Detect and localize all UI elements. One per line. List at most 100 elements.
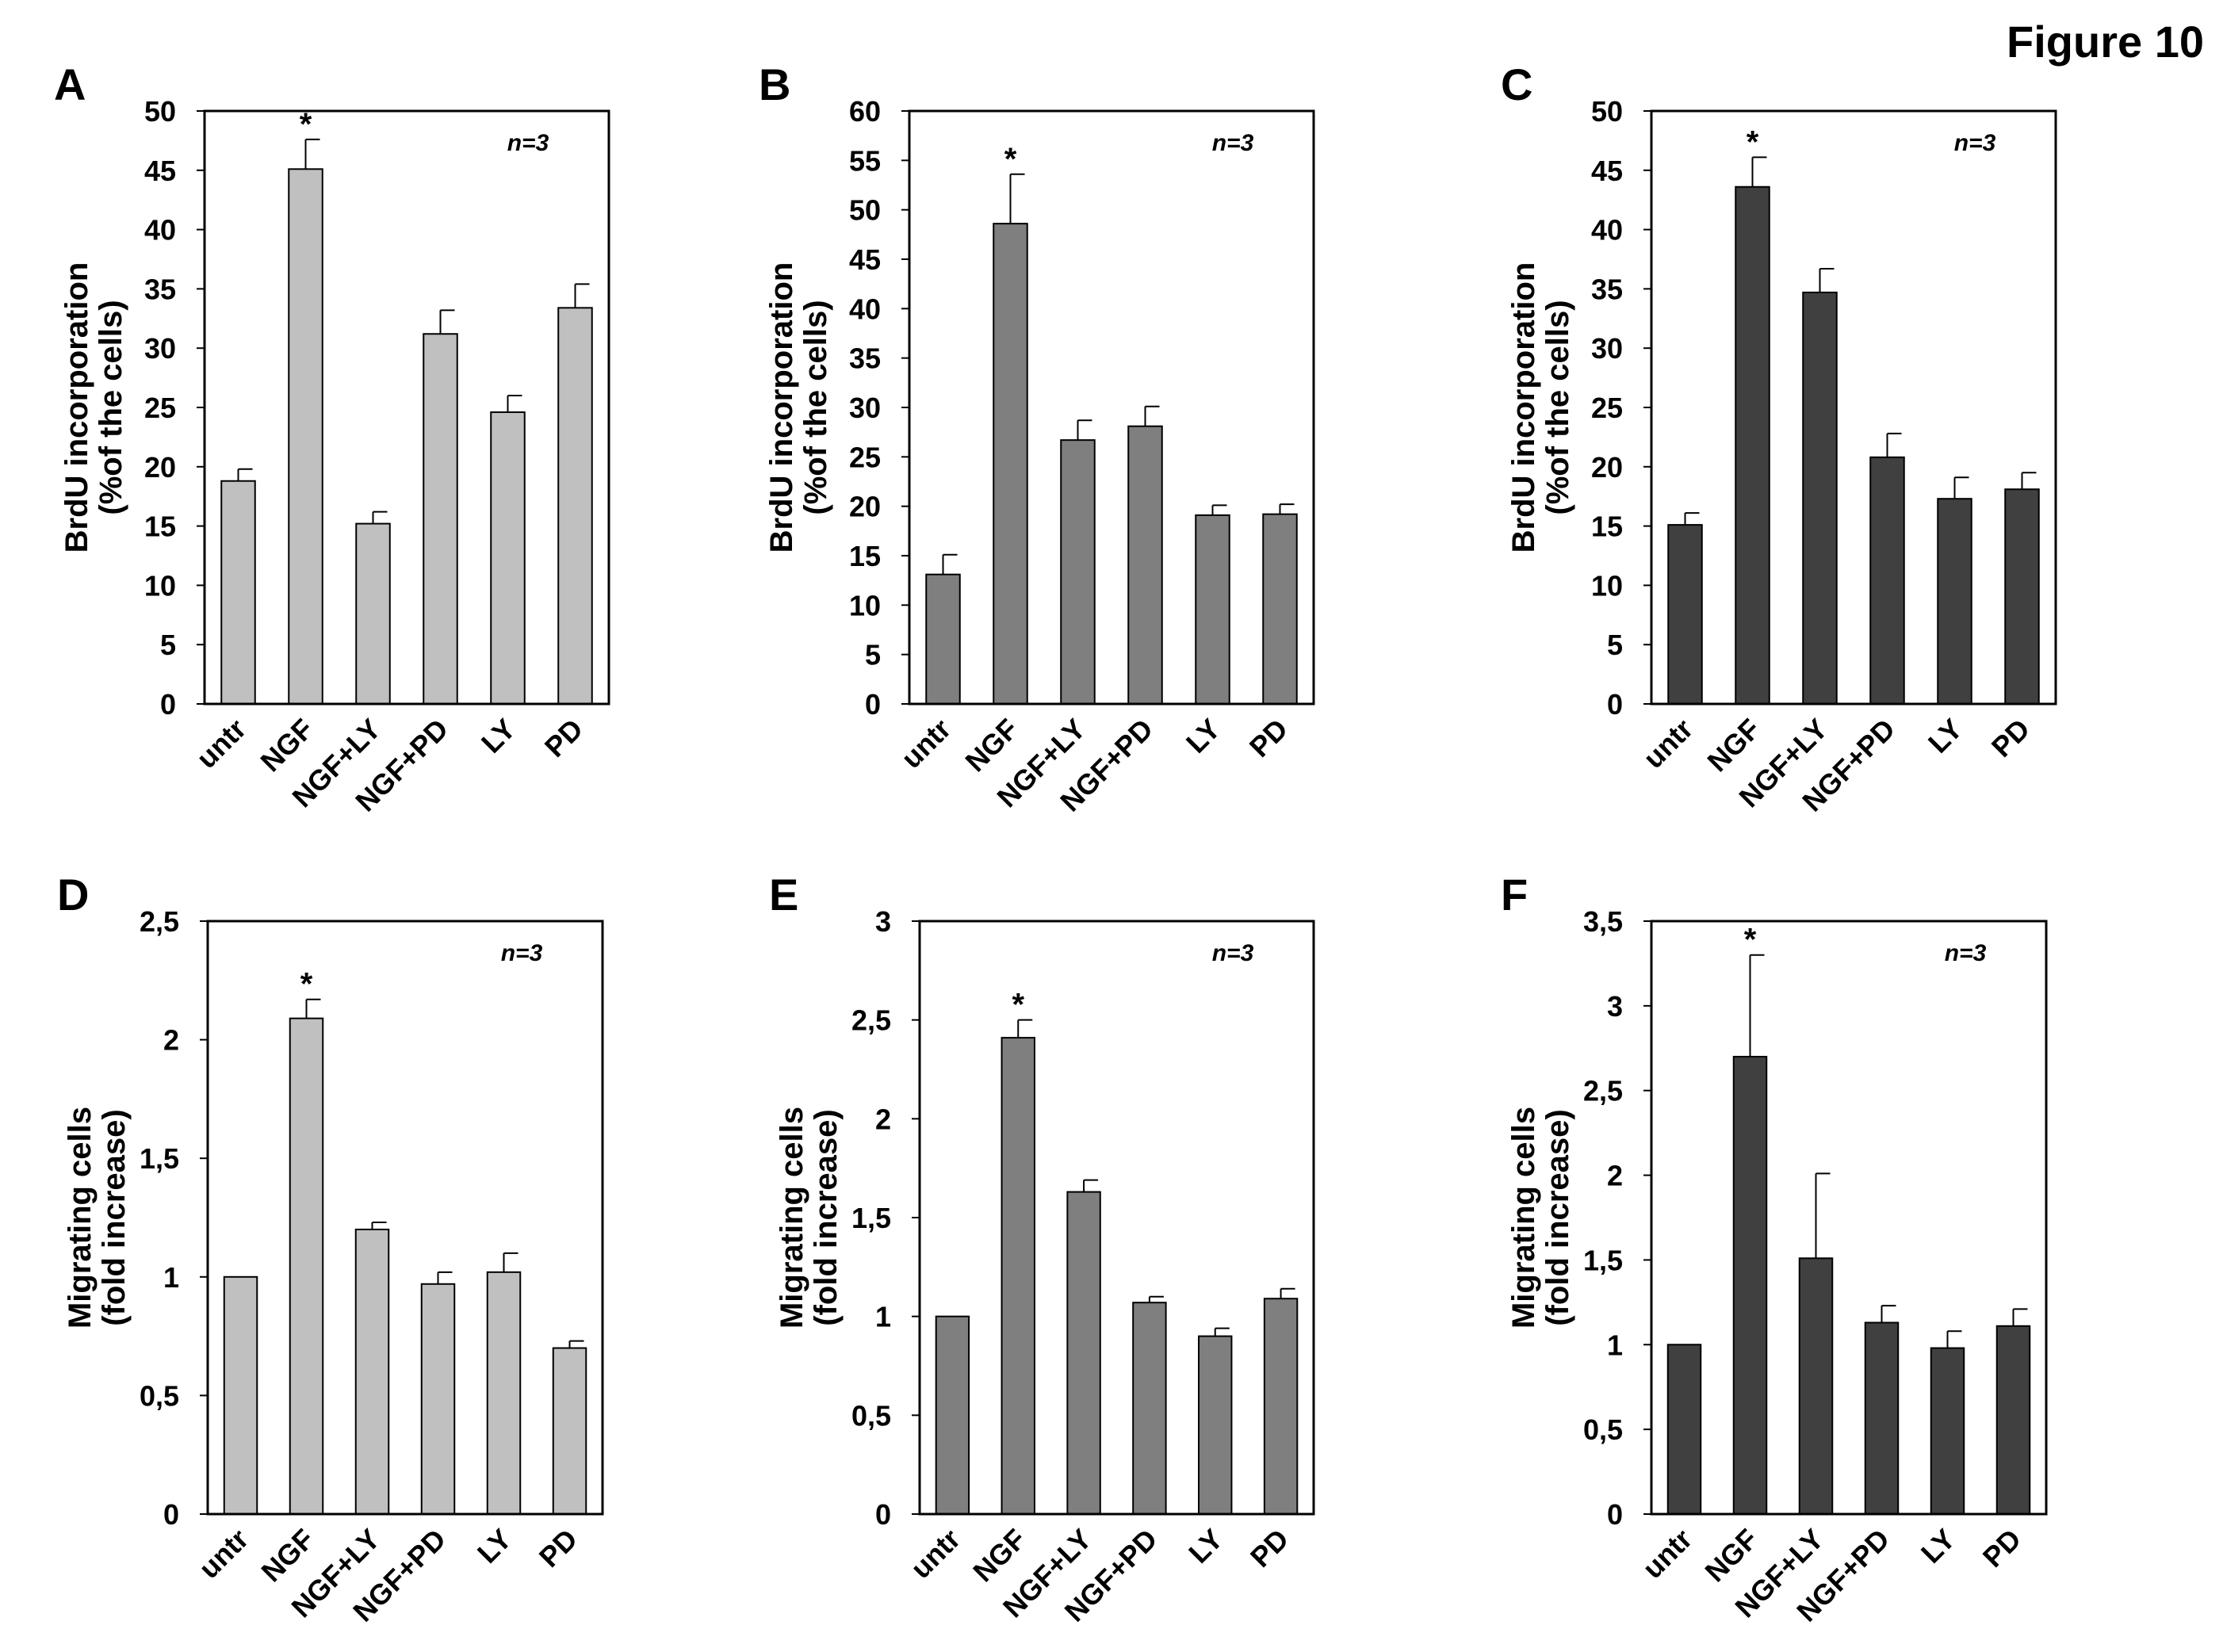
panel-e-xtick: untr [905,1523,966,1585]
panel-e-ytick: 0,5 [851,1399,891,1432]
panel-a-bar [220,480,256,705]
panel-c-ytick: 20 [1591,451,1623,484]
panel-f-bar [1930,1347,1965,1516]
panel-a-ytick: 15 [144,511,176,543]
panel-f-ytick: 2 [1607,1160,1623,1192]
panel-a-ytick: 5 [160,629,176,661]
panel-e-ylabel-line2: (fold increase) [809,1109,844,1325]
panel-a-ytick: 0 [160,688,176,721]
panel-e-letter: E [769,870,798,920]
panel-d-bar [486,1271,522,1516]
panel-b-xtick: untr [895,713,957,774]
panel-f-significance-marker: * [1744,923,1757,958]
panel-c-ytick: 5 [1607,629,1623,661]
panel-e-bar [1001,1037,1035,1515]
panel-b-bar [925,573,961,705]
panel-e-ylabel-line1: Migrating cells [775,1107,809,1329]
panel-f-ytick: 0,5 [1583,1413,1623,1446]
panel-c-bar [1802,291,1838,705]
panel-d-ytick: 2,5 [140,905,179,938]
panel-d-bar [420,1283,456,1515]
panel-b-significance-marker: * [1004,142,1017,177]
panel-d-ytick: 0,5 [140,1379,179,1412]
panel-a-ylabel-line2: (%of the cells) [94,300,128,514]
panel-b-ytick: 5 [865,639,881,671]
panel-a-ytick: 35 [144,273,176,305]
panel-c-ylabel-line2: (%of the cells) [1540,300,1575,514]
panel-e-bar [1132,1302,1167,1516]
panel-f-ytick: 3 [1607,990,1623,1023]
panel-c-ytick: 50 [1591,95,1623,128]
panel-c-xtick: LY [1922,713,1969,759]
panel-e-ytick: 1 [875,1301,891,1333]
panel-b-ytick: 40 [849,293,881,325]
panel-a-ytick: 50 [144,95,176,128]
panel-c-bar [1937,498,1972,706]
panel-a-bar [557,307,593,705]
panel-a-bar [490,411,526,705]
panel-e-significance-marker: * [1012,988,1024,1023]
panel-d-bar [223,1275,258,1516]
panel-d-ytick: 2 [163,1024,179,1057]
panel-f-bar [1864,1321,1900,1515]
panel-c-bar [1735,185,1770,705]
panel-e-bar [1263,1298,1299,1516]
panel-e-bar [1198,1335,1233,1515]
panel-a-ytick: 45 [144,155,176,187]
panel-c-xtick: untr [1637,713,1699,774]
panel-c-ytick: 35 [1591,273,1623,305]
panel-f-frame [1650,920,2048,1516]
panel-b-xtick: LY [1180,713,1226,759]
panel-c-bar [1869,456,1905,705]
panel-d-ytick: 0 [163,1498,179,1531]
panel-d-xtick: PD [533,1523,583,1574]
panel-a-ylabel-line1: BrdU incorporation [59,262,94,553]
panel-d-ylabel-line2: (fold increase) [97,1109,132,1325]
panel-d-xtick: LY [471,1523,518,1570]
panel-d-bar [289,1017,324,1515]
panel-c-ytick: 25 [1591,392,1623,424]
panel-b-ytick: 25 [849,441,881,473]
panel-b-bar [1195,514,1230,705]
panel-c-xtick: PD [1985,713,2036,763]
panel-f-bar [1798,1257,1834,1515]
panel-c-bar [1667,524,1703,705]
panel-c-frame [1650,109,2057,706]
panel-f-bar [1666,1344,1702,1516]
panel-b-ytick: 35 [849,342,881,375]
panel-b-ytick: 20 [849,491,881,523]
panel-d-ytick: 1,5 [140,1142,179,1175]
panel-e-xtick: PD [1244,1523,1295,1574]
panel-b-ytick: 15 [849,540,881,572]
panel-d-letter: D [57,870,89,920]
panel-c-ytick: 45 [1591,155,1623,187]
panel-d-frame [206,920,604,1516]
panel-c-ytick: 0 [1607,688,1623,721]
panel-b-ylabel-line1: BrdU incorporation [764,262,799,553]
panel-a-ytick: 20 [144,451,176,484]
panel-b-bar [1262,513,1298,706]
panel-f-bar [1995,1325,2031,1515]
panel-e-ytick: 3 [875,905,891,938]
panel-b-ytick: 50 [849,194,881,227]
panel-a-bar [423,333,458,705]
panel-d-bar [354,1228,390,1515]
panel-a-letter: A [54,59,86,109]
panel-d-ytick: 1 [163,1261,179,1294]
panel-b-ylabel-line2: (%of the cells) [798,300,833,514]
panel-a-frame [203,109,610,706]
panel-b-letter: B [759,59,790,109]
panel-c-ytick: 40 [1591,214,1623,247]
panel-a-xtick: LY [475,713,522,759]
panel-f-ytick: 3,5 [1583,905,1623,938]
panel-d-significance-marker: * [300,967,313,1002]
panel-f-ylabel-line2: (fold increase) [1540,1109,1575,1325]
panel-f-ylabel-line1: Migrating cells [1506,1107,1541,1329]
panel-b-ytick: 60 [849,95,881,128]
panel-a-bar [355,522,391,705]
panel-b-ytick: 55 [849,144,881,177]
panel-a-ytick: 25 [144,392,176,424]
panel-e-ytick: 1,5 [851,1202,891,1234]
panel-e-annotation: n=3 [1212,940,1254,966]
panel-d-ylabel-line1: Migrating cells [63,1107,98,1329]
